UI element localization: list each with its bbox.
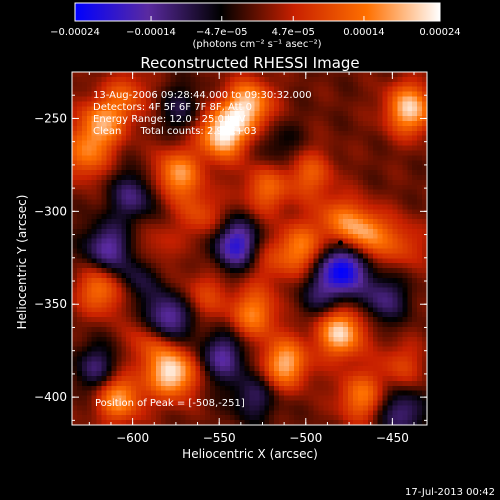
annotation-clean-counts: Clean Total counts: 2.99E+03	[93, 126, 257, 137]
colorbar-tick-label: −0.00024	[50, 27, 100, 38]
x-axis-label: Heliocentric X (arcsec)	[182, 447, 318, 461]
y-tick-label: −250	[34, 111, 67, 125]
y-tick-label: −400	[34, 390, 67, 404]
colorbar-tick-label: −4.7e−05	[196, 27, 248, 38]
y-axis-label: Heliocentric Y (arcsec)	[15, 195, 29, 330]
annotation-time-range: 13-Aug-2006 09:28:44.000 to 09:30:32.000	[93, 90, 312, 101]
colorbar-tick-label: −0.00014	[126, 27, 176, 38]
y-tick-label: −300	[34, 204, 67, 218]
colorbar-unit-label: (photons cm⁻² s⁻¹ asec⁻²)	[192, 39, 321, 50]
axis-ticks: −600 −550 −500 −450 −250 −300 −350 −400	[34, 71, 427, 445]
colorbar-tick-label: 4.7e−05	[272, 27, 315, 38]
peak-position-label: Position of Peak = [-508,-251]	[95, 398, 245, 409]
colorbar-gradient	[74, 2, 441, 22]
annotation-energy-range: Energy Range: 12.0 - 25.0 keV	[93, 114, 246, 125]
peak-marker	[337, 240, 343, 246]
x-tick-label: −450	[376, 431, 409, 445]
plot-area: −600 −550 −500 −450 −250 −300 −350 −400	[34, 71, 428, 445]
colorbar-ticks: −0.00024 −0.00014 −4.7e−05 4.7e−05 0.00014 0.…	[50, 16, 461, 38]
y-tick-label: −350	[34, 297, 67, 311]
annotation-block: 13-Aug-2006 09:28:44.000 to 09:30:32.000…	[93, 90, 312, 409]
colorbar: −0.00024 −0.00014 −4.7e−05 4.7e−05 0.00014 0.…	[50, 2, 461, 50]
annotation-detectors: Detectors: 4F 5F 6F 7F 8F, Att 0	[93, 102, 252, 113]
colorbar-tick-label: 0.00024	[419, 27, 460, 38]
x-tick-label: −600	[116, 431, 149, 445]
plot-frame	[71, 71, 428, 426]
x-tick-label: −500	[289, 431, 322, 445]
x-tick-label: −550	[203, 431, 236, 445]
chart-title: Reconstructed RHESSI Image	[140, 54, 359, 72]
heatmap-image	[72, 72, 427, 425]
colorbar-tick-label: 0.00014	[343, 27, 384, 38]
footer-timestamp: 17-Jul-2013 00:42	[405, 487, 495, 498]
